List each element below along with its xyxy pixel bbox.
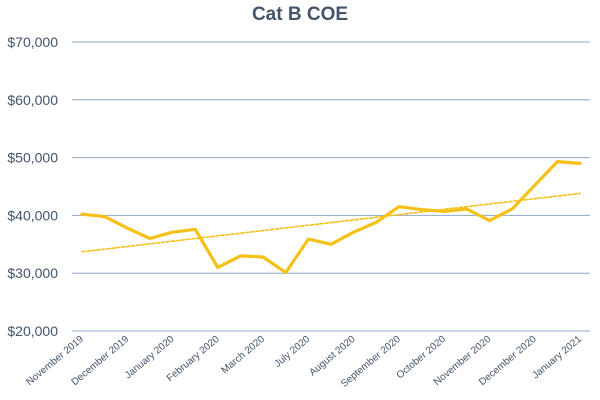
trendline [81, 192, 581, 253]
chart-title: Cat B COE [251, 4, 349, 25]
x-tick-label: March 2020 [219, 334, 267, 377]
y-tick-label: $30,000 [7, 265, 58, 281]
y-tick-label: $60,000 [7, 92, 58, 108]
y-tick-label: $40,000 [7, 207, 58, 223]
x-tick-label: July 2020 [272, 334, 312, 370]
x-tick-label: January 2021 [530, 334, 584, 382]
y-tick-label: $50,000 [7, 150, 58, 166]
series-line [80, 160, 582, 275]
y-tick-label: $70,000 [7, 34, 58, 50]
y-tick-label: $20,000 [7, 323, 58, 339]
